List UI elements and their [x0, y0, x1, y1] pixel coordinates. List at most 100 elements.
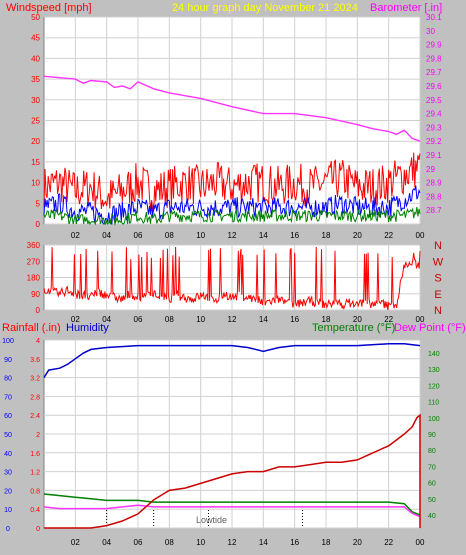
hour-tick-label: 20 [353, 315, 362, 324]
dew-point-axis-label: Dew Point (°F) [394, 322, 466, 334]
rainfall-axis-label: Rainfall (.in) [2, 322, 61, 334]
rainfall-line [44, 413, 421, 529]
direction-letter: N [434, 305, 442, 317]
hour-tick-label: 00 [416, 231, 425, 240]
windspeed-tick-label: 25 [31, 117, 40, 126]
windspeed-tick-label: 40 [31, 54, 40, 63]
barometer-tick-label: 28.8 [426, 192, 442, 201]
hour-tick-label: 08 [165, 538, 174, 547]
rainfall-tick-label: 0 [36, 526, 40, 533]
hour-tick-label: 20 [353, 538, 362, 547]
hour-tick-label: 00 [416, 315, 425, 324]
hour-tick-label: 12 [228, 231, 237, 240]
windspeed-tick-label: 20 [31, 137, 40, 146]
rainfall-tick-label: 2.4 [30, 413, 40, 420]
humidity-tick-label: 100 [2, 338, 14, 345]
hour-tick-label: 06 [134, 315, 143, 324]
barometer-tick-label: 29.6 [426, 82, 442, 91]
direction-letter: E [434, 289, 441, 301]
tick-labels: 0510152025303540455028.728.828.92929.129… [2, 13, 442, 547]
hour-tick-label: 00 [416, 538, 425, 547]
hour-tick-label: 16 [290, 315, 299, 324]
barometer-tick-label: 28.9 [426, 179, 442, 188]
wind-average-line [43, 185, 421, 225]
direction-tick-label: 270 [27, 257, 41, 266]
hour-tick-label: 12 [228, 538, 237, 547]
barometer-tick-label: 29 [426, 165, 435, 174]
temperature-tick-label: 110 [428, 400, 439, 407]
barometer-tick-label: 29.3 [426, 123, 442, 132]
temperature-tick-label: 40 [428, 513, 436, 520]
barometer-tick-label: 29.7 [426, 68, 442, 77]
humidity-tick-label: 60 [4, 413, 12, 420]
hour-tick-label: 18 [322, 538, 331, 547]
rainfall-tick-label: 3.2 [30, 376, 40, 383]
windspeed-tick-label: 30 [31, 96, 40, 105]
barometer-tick-label: 29.4 [426, 110, 442, 119]
hour-tick-label: 22 [384, 538, 393, 547]
hour-tick-label: 08 [165, 231, 174, 240]
hour-tick-label: 14 [259, 538, 268, 547]
barometer-tick-label: 29.8 [426, 54, 442, 63]
humidity-line [43, 343, 421, 378]
hour-tick-label: 06 [134, 231, 143, 240]
chart-title: 24 hour graph day November 21 2024 [172, 2, 358, 14]
humidity-tick-label: 90 [4, 357, 12, 364]
direction-letter: S [434, 273, 441, 285]
hour-tick-label: 04 [102, 315, 111, 324]
barometer-tick-label: 29.9 [426, 41, 442, 50]
hour-tick-label: 10 [196, 315, 205, 324]
hour-tick-label: 22 [384, 231, 393, 240]
direction-letter: N [434, 240, 442, 252]
barometer-tick-label: 30.1 [426, 13, 442, 22]
hour-tick-label: 02 [71, 538, 80, 547]
windspeed-tick-label: 35 [31, 75, 40, 84]
hour-tick-label: 18 [322, 231, 331, 240]
hour-tick-label: 14 [259, 231, 268, 240]
humidity-tick-label: 10 [4, 507, 12, 514]
temperature-tick-label: 130 [428, 367, 440, 374]
humidity-tick-label: 20 [4, 488, 12, 495]
windspeed-tick-label: 10 [31, 179, 40, 188]
hour-tick-label: 10 [196, 538, 205, 547]
direction-tick-label: 180 [27, 274, 41, 283]
rain-humidity-series [43, 343, 421, 529]
temperature-tick-label: 60 [428, 481, 436, 488]
windspeed-tick-label: 45 [31, 34, 40, 43]
direction-tick-label: 90 [31, 290, 40, 299]
rainfall-tick-label: 0.8 [30, 488, 40, 495]
temperature-tick-label: 120 [428, 383, 440, 390]
humidity-tick-label: 80 [4, 376, 12, 383]
hour-tick-label: 04 [102, 231, 111, 240]
humidity-tick-label: 30 [4, 470, 12, 477]
barometer-line [43, 75, 421, 142]
dew-point-line [43, 504, 421, 518]
temperature-tick-label: 80 [428, 448, 436, 455]
temperature-tick-label: 90 [428, 432, 436, 439]
hour-tick-label: 18 [322, 315, 331, 324]
direction-tick-label: 360 [27, 241, 41, 250]
windspeed-tick-label: 50 [31, 13, 40, 22]
barometer-tick-label: 28.7 [426, 206, 442, 215]
humidity-tick-label: 70 [4, 394, 12, 401]
wind-minimum-line [43, 206, 421, 226]
rainfall-tick-label: 0.4 [30, 507, 40, 514]
temperature-tick-label: 100 [428, 416, 440, 423]
temperature-tick-label: 50 [428, 497, 436, 504]
hour-tick-label: 02 [71, 231, 80, 240]
rainfall-tick-label: 1.2 [30, 470, 40, 477]
humidity-tick-label: 50 [4, 432, 12, 439]
hour-tick-label: 22 [384, 315, 393, 324]
direction-letter: W [433, 256, 444, 268]
hour-tick-label: 06 [134, 538, 143, 547]
windspeed-axis-label: Windspeed [mph] [6, 2, 92, 14]
humidity-axis-label: Humidity [66, 322, 109, 334]
hour-tick-label: 14 [259, 315, 268, 324]
hour-tick-label: 20 [353, 231, 362, 240]
rainfall-tick-label: 1.6 [30, 451, 40, 458]
wind-baro-series [43, 75, 421, 226]
barometer-axis-label: Barometer [.in] [370, 2, 442, 14]
